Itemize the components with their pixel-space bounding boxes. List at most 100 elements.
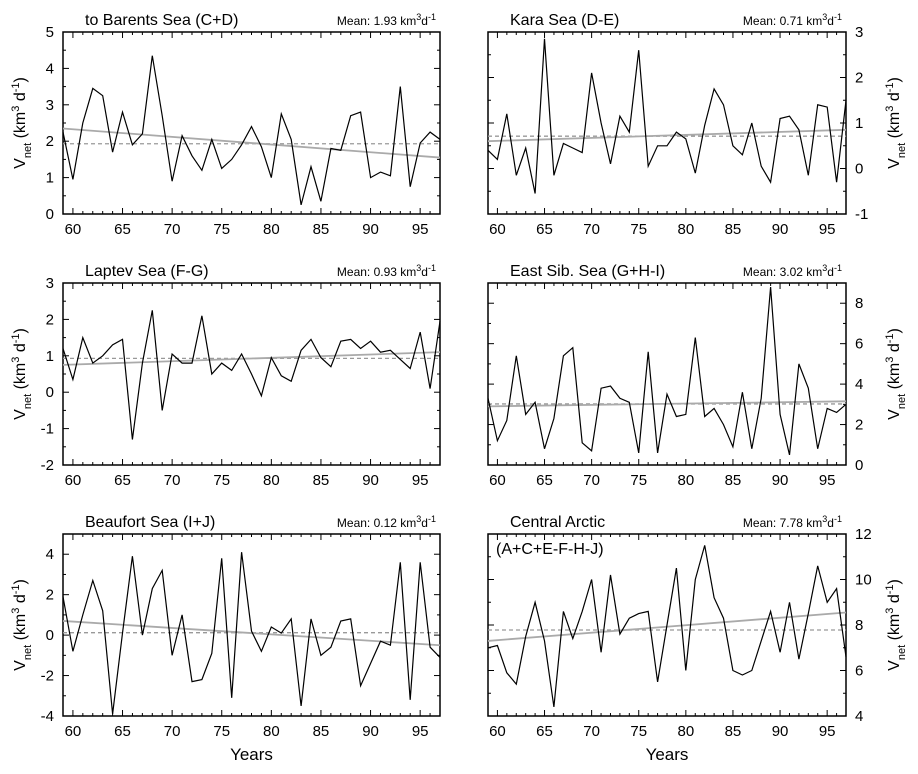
- y-tick-label: 4: [855, 708, 863, 725]
- y-axis-label-end: ): [12, 328, 29, 333]
- x-tick-label: 80: [263, 472, 280, 489]
- series-line: [487, 286, 847, 456]
- y-tick-label: -2: [41, 668, 54, 685]
- mean-label-unit: d: [421, 516, 428, 530]
- y-tick-label: 10: [855, 572, 872, 589]
- y-tick-label: 2: [46, 311, 54, 328]
- y-tick-label: 8: [855, 295, 863, 312]
- y-tick-label: 2: [46, 133, 54, 150]
- y-tick-label: -1: [41, 421, 54, 438]
- y-axis-label-sup2: -1: [884, 83, 896, 93]
- mean-label: Mean: 0.12 km3d-1: [337, 514, 436, 530]
- x-tick-label: 60: [65, 723, 82, 740]
- y-axis-label-unit: (km: [886, 363, 903, 394]
- y-tick-label: 8: [855, 617, 863, 634]
- x-tick-label: 75: [213, 723, 230, 740]
- y-axis-label-sub: net: [22, 394, 34, 409]
- x-tick-label: 85: [725, 723, 742, 740]
- x-tick-label: 95: [819, 723, 836, 740]
- x-tick-label: 85: [313, 221, 330, 238]
- y-axis-label-unit: (km: [12, 614, 29, 645]
- panel-title: to Barents Sea (C+D): [85, 12, 238, 29]
- trend-line: [62, 127, 441, 159]
- series-line: [62, 55, 441, 206]
- y-axis-label-v: V: [886, 660, 903, 671]
- mean-label-unit: d: [827, 265, 834, 279]
- mean-label-text: Mean: 0.12 km: [337, 516, 416, 530]
- x-tick-label: 60: [489, 221, 506, 238]
- y-axis-label-v: V: [12, 409, 29, 420]
- trend-line: [487, 128, 847, 143]
- mean-label-sup: 3: [822, 514, 827, 524]
- x-tick-label: 95: [819, 472, 836, 489]
- y-axis-label-sup: 3: [884, 357, 896, 363]
- y-axis-label-unit: (km: [12, 112, 29, 143]
- mean-label-unit: d: [421, 14, 428, 28]
- x-tick-label: 65: [114, 221, 131, 238]
- x-tick-label: 80: [677, 472, 694, 489]
- x-tick-label: 65: [536, 472, 553, 489]
- mean-label-sup2: -1: [834, 263, 842, 273]
- y-axis-label-sup2: -1: [10, 585, 22, 595]
- y-axis-label-unit2: d: [12, 343, 29, 356]
- y-axis-label: Vnet (km3 d-1): [10, 579, 34, 671]
- panel-5: 60 65 70 75 80 85 90 95 -4 -2 0 2 4 Beaufort Sea (I+J…: [10, 514, 441, 764]
- y-axis-label-end: ): [886, 579, 903, 584]
- mean-label-unit: d: [421, 265, 428, 279]
- x-tick-label: 85: [313, 723, 330, 740]
- mean-label: Mean: 7.78 km3d-1: [743, 514, 842, 530]
- x-tick-label: 60: [65, 472, 82, 489]
- y-axis-label-end: ): [886, 77, 903, 82]
- y-axis-label-v: V: [12, 660, 29, 671]
- mean-label-sup2: -1: [428, 12, 436, 22]
- y-axis-label-unit2: d: [12, 92, 29, 105]
- x-tick-label: 65: [114, 723, 131, 740]
- y-tick-label: 1: [46, 170, 54, 187]
- x-tick-label: 90: [362, 472, 379, 489]
- y-axis-label-unit2: d: [12, 594, 29, 607]
- mean-label-text: Mean: 3.02 km: [743, 265, 822, 279]
- y-axis-label-sub: net: [22, 143, 34, 158]
- y-tick-label: 2: [46, 587, 54, 604]
- mean-label-sup2: -1: [834, 514, 842, 524]
- x-tick-label: 80: [263, 723, 280, 740]
- y-axis-label-sup: 3: [884, 608, 896, 614]
- x-tick-label: 60: [65, 221, 82, 238]
- x-tick-label: 70: [583, 221, 600, 238]
- y-axis-label-sub: net: [896, 645, 908, 660]
- y-tick-label: 0: [46, 384, 54, 401]
- x-tick-label: 75: [630, 723, 647, 740]
- x-tick-label: 75: [213, 221, 230, 238]
- y-axis-label-sup2: -1: [884, 334, 896, 344]
- mean-label-sup: 3: [822, 263, 827, 273]
- y-axis-label-sub: net: [22, 645, 34, 660]
- panel-3: 60 65 70 75 80 85 90 95 -2 -1 0 1 2 3 Laptev Sea (F-G)…: [10, 263, 441, 489]
- y-tick-label: 0: [46, 627, 54, 644]
- panel-title: Central Arctic: [510, 514, 605, 531]
- y-axis-label-unit: (km: [886, 614, 903, 645]
- y-axis-label-sup: 3: [884, 106, 896, 112]
- mean-label-sup2: -1: [834, 12, 842, 22]
- mean-label-text: Mean: 7.78 km: [743, 516, 822, 530]
- x-tick-label: 80: [263, 221, 280, 238]
- mean-label-sup: 3: [416, 514, 421, 524]
- x-tick-label: 70: [164, 221, 181, 238]
- x-tick-label: 75: [630, 472, 647, 489]
- y-tick-label: 3: [855, 24, 863, 41]
- y-axis-label: Vnet (km3 d-1): [884, 328, 908, 420]
- y-axis-label-unit: (km: [12, 363, 29, 394]
- panel-title: East Sib. Sea (G+H-I): [510, 263, 665, 280]
- x-tick-label: 65: [536, 221, 553, 238]
- series-line: [62, 552, 441, 715]
- x-tick-label: 60: [489, 472, 506, 489]
- x-tick-label: 85: [725, 472, 742, 489]
- y-axis-label-end: ): [886, 328, 903, 333]
- x-tick-label: 70: [583, 723, 600, 740]
- y-tick-label: 0: [855, 457, 863, 474]
- y-tick-label: 6: [855, 663, 863, 680]
- y-tick-label: 1: [855, 115, 863, 132]
- x-tick-label: 65: [114, 472, 131, 489]
- y-axis-label: Vnet (km3 d-1): [10, 77, 34, 169]
- x-tick-label: 90: [362, 221, 379, 238]
